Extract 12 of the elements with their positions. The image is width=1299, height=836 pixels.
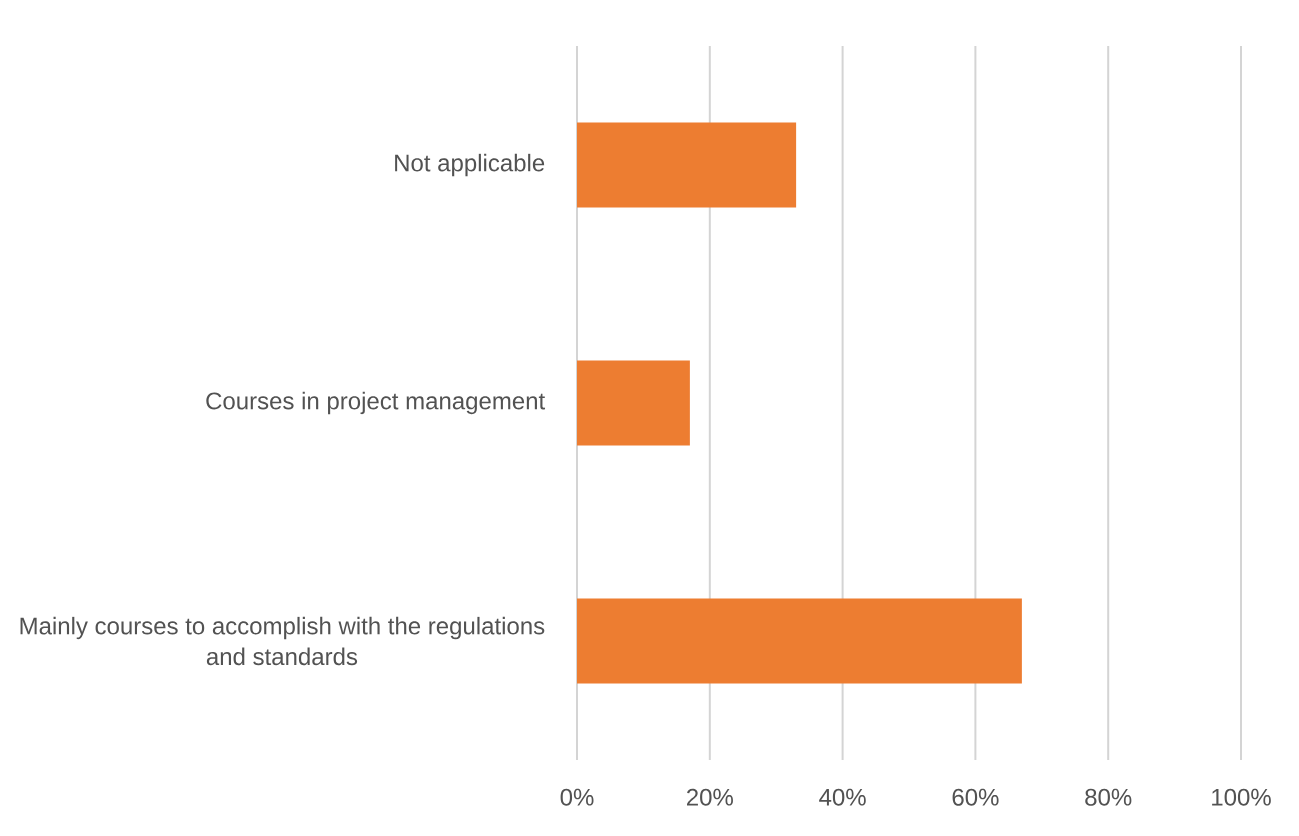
x-tick-label: 80% — [1085, 788, 1132, 806]
bar — [577, 122, 797, 208]
x-tick-label: 60% — [952, 788, 999, 806]
bar — [577, 598, 1022, 684]
x-tick-label: 0% — [560, 788, 594, 806]
y-tick-label: Not applicable — [395, 153, 545, 177]
x-tick-label: 100% — [1212, 788, 1271, 806]
bar — [577, 360, 690, 446]
y-tick-label: Mainly courses to accomplish with the regulations and standards — [20, 616, 545, 666]
x-tick-label: 20% — [687, 788, 733, 806]
y-tick-label: Courses in project management — [206, 391, 546, 415]
x-tick-label: 40% — [819, 788, 866, 806]
